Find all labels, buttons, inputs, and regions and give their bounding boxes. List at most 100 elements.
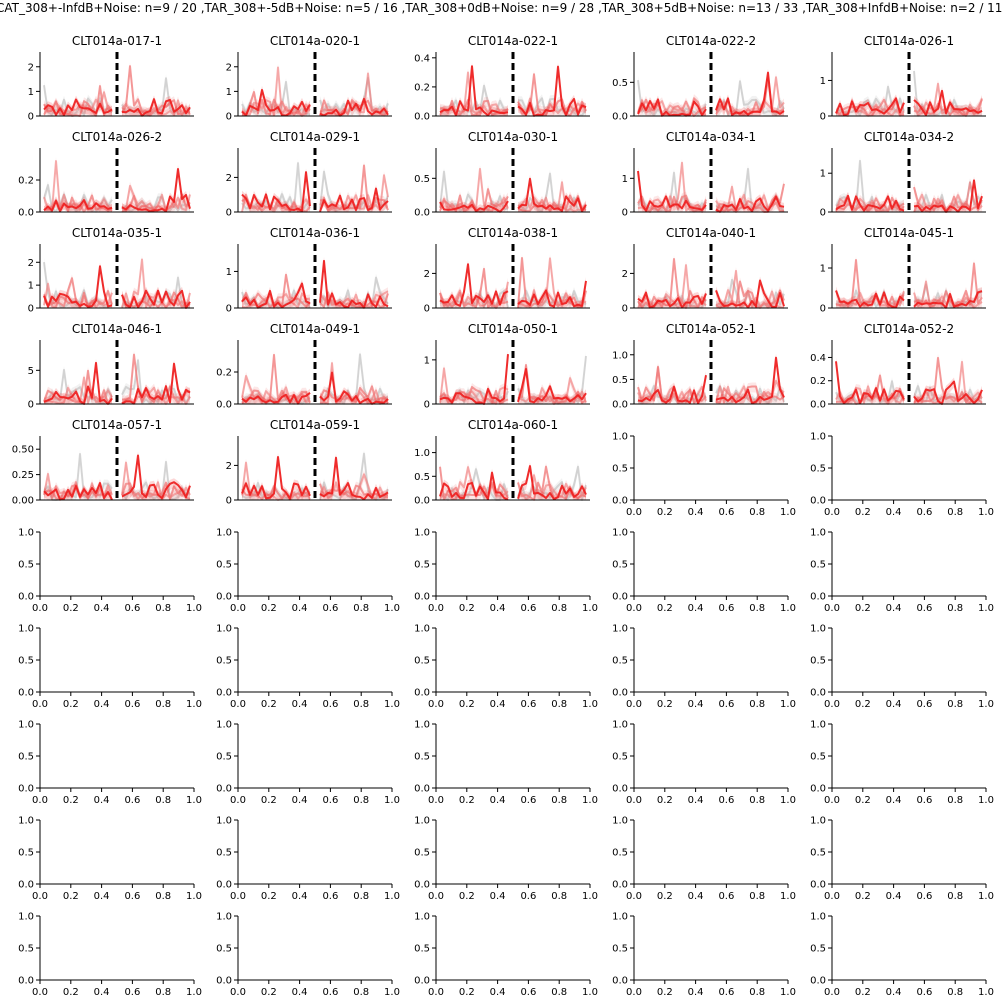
subplot-panel: CLT014a-022-1 0.0 0.2 0.4 — [414, 34, 590, 123]
x-tick-label: 0.8 — [155, 795, 171, 806]
x-tick-label: 0.0 — [428, 699, 444, 710]
x-tick-label: 0.0 — [824, 699, 840, 710]
x-tick-label: 0.4 — [292, 987, 308, 998]
x-tick-label: 0.6 — [718, 891, 734, 902]
trace-bold — [835, 290, 905, 309]
subplot-title: CLT014a-022-2 — [666, 34, 756, 48]
trace-bold — [715, 279, 785, 309]
x-tick-label: 0.6 — [916, 699, 932, 710]
x-tick-label: 0.0 — [230, 699, 246, 710]
y-tick-label: 0.50 — [12, 445, 34, 456]
trace-bold — [241, 171, 311, 212]
subplot-title: CLT014a-052-1 — [666, 322, 756, 336]
x-tick-label: 0.6 — [322, 891, 338, 902]
x-tick-label: 0.2 — [657, 699, 673, 710]
subplot-title: CLT014a-020-1 — [270, 34, 360, 48]
y-tick-label: 0.00 — [12, 496, 34, 507]
trace-bold — [121, 289, 191, 309]
x-tick-label: 0.4 — [292, 699, 308, 710]
empty-subplot: 0.0 0.2 0.4 0.6 0.8 1.0 0.0 0.5 1.0 — [414, 528, 598, 615]
trace-light — [715, 183, 785, 213]
trace-light — [121, 193, 191, 212]
y-tick-label: 0.5 — [612, 375, 628, 386]
y-tick-label: 0.0 — [18, 784, 34, 795]
x-tick-label: 0.4 — [490, 891, 506, 902]
empty-subplot: 0.0 0.2 0.4 0.6 0.8 1.0 0.0 0.5 1.0 — [18, 720, 202, 807]
x-tick-label: 0.6 — [718, 795, 734, 806]
trace-bold — [637, 98, 707, 117]
y-tick-label: 1 — [28, 87, 34, 98]
y-tick-label: 0 — [820, 208, 826, 219]
trace-light — [121, 291, 191, 309]
trace-gray — [121, 196, 191, 213]
y-tick-label: 0.0 — [414, 208, 430, 219]
empty-subplot: 0.0 0.2 0.4 0.6 0.8 1.0 0.0 0.5 1.0 — [810, 432, 994, 519]
x-tick-label: 0.8 — [947, 603, 963, 614]
x-tick-label: 0.6 — [322, 603, 338, 614]
x-tick-label: 0.2 — [459, 699, 475, 710]
subplot-title: CLT014a-034-2 — [864, 130, 954, 144]
y-tick-label: 2 — [424, 269, 430, 280]
x-tick-label: 0.0 — [824, 603, 840, 614]
x-tick-label: 0.8 — [353, 891, 369, 902]
subplot-title: CLT014a-029-1 — [270, 130, 360, 144]
trace-light-band — [638, 95, 706, 116]
x-tick-label: 0.4 — [292, 603, 308, 614]
y-tick-label: 0.5 — [810, 560, 826, 571]
subplot-panel: CLT014a-059-1 0 2 — [226, 418, 392, 507]
trace-bold — [439, 65, 509, 117]
trace-light — [319, 483, 389, 498]
empty-subplot: 0.0 0.2 0.4 0.6 0.8 1.0 0.0 0.5 1.0 — [612, 720, 796, 807]
x-tick-label: 0.6 — [322, 795, 338, 806]
empty-subplot: 0.0 0.2 0.4 0.6 0.8 1.0 0.0 0.5 1.0 — [810, 624, 994, 711]
x-tick-label: 0.0 — [428, 891, 444, 902]
y-tick-label: 0 — [820, 112, 826, 123]
trace-bold — [517, 65, 587, 117]
x-tick-label: 0.2 — [855, 795, 871, 806]
x-tick-label: 0.2 — [657, 507, 673, 518]
x-tick-label: 0.6 — [520, 891, 536, 902]
trace-bold — [637, 375, 707, 405]
y-tick-label: 0.5 — [612, 944, 628, 955]
x-tick-label: 0.2 — [261, 891, 277, 902]
x-tick-label: 0.2 — [261, 795, 277, 806]
empty-subplot: 0.0 0.2 0.4 0.6 0.8 1.0 0.0 0.5 1.0 — [18, 816, 202, 903]
y-tick-label: 1 — [820, 76, 826, 87]
y-tick-label: 0.0 — [810, 688, 826, 699]
empty-subplot: 0.0 0.2 0.4 0.6 0.8 1.0 0.0 0.5 1.0 — [216, 624, 400, 711]
y-tick-label: 0.5 — [810, 752, 826, 763]
empty-subplot: 0.0 0.2 0.4 0.6 0.8 1.0 0.0 0.5 1.0 — [216, 720, 400, 807]
x-tick-label: 0.0 — [626, 795, 642, 806]
empty-subplot: 0.0 0.2 0.4 0.6 0.8 1.0 0.0 0.5 1.0 — [612, 432, 796, 519]
trace-bold-band — [914, 176, 982, 212]
x-tick-label: 0.6 — [124, 795, 140, 806]
x-tick-label: 0.4 — [490, 795, 506, 806]
subplot-panel: CLT014a-034-2 0 1 — [820, 130, 986, 219]
y-tick-label: 0.5 — [612, 656, 628, 667]
y-tick-label: 0.5 — [216, 752, 232, 763]
subplot-panel: CLT014a-022-2 0.0 0.5 — [612, 34, 788, 123]
trace-bold — [121, 98, 191, 117]
subplot-title: CLT014a-052-2 — [864, 322, 954, 336]
empty-subplot: 0.0 0.2 0.4 0.6 0.8 1.0 0.0 0.5 1.0 — [18, 528, 202, 615]
trace-bold — [835, 361, 905, 405]
y-tick-label: 0.5 — [18, 848, 34, 859]
y-tick-label: 1 — [226, 267, 232, 278]
y-tick-label: 0 — [28, 304, 34, 315]
y-tick-label: 0 — [226, 496, 232, 507]
y-tick-label: 0.25 — [12, 470, 34, 481]
y-tick-label: 0.0 — [216, 976, 232, 987]
x-tick-label: 1.0 — [186, 603, 202, 614]
subplot-panel: CLT014a-020-1 0 1 2 — [226, 34, 392, 123]
x-tick-label: 1.0 — [780, 507, 796, 518]
y-tick-label: 0.5 — [414, 472, 430, 483]
x-tick-label: 0.8 — [749, 603, 765, 614]
y-tick-label: 0.0 — [612, 880, 628, 891]
trace-bold — [43, 361, 113, 405]
subplot-panel: CLT014a-045-1 0 1 — [820, 226, 986, 315]
empty-subplot: 0.0 0.2 0.4 0.6 0.8 1.0 0.0 0.5 1.0 — [414, 720, 598, 807]
trace-bold-band — [320, 256, 388, 308]
x-tick-label: 1.0 — [780, 795, 796, 806]
trace-bold — [241, 456, 311, 500]
x-tick-label: 1.0 — [780, 699, 796, 710]
